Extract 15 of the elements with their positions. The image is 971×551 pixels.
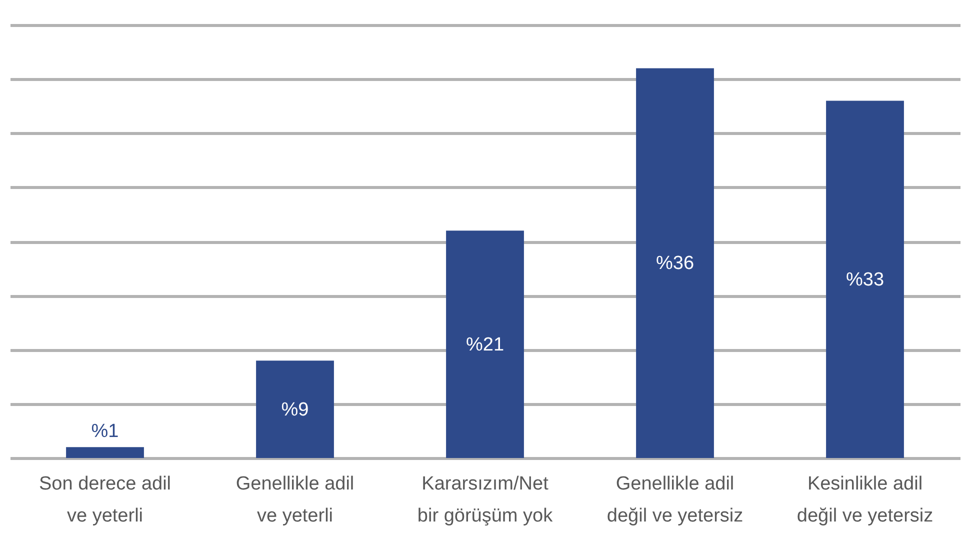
data-label: %21 (466, 334, 504, 356)
x-tick-label: Kararsızım/Net bir görüşüm yok (417, 474, 554, 526)
data-label: %33 (846, 269, 884, 290)
bar (256, 360, 334, 458)
x-tick-label: Genellikle adil ve yeterli (236, 474, 354, 526)
x-tick-label: Genellikle adil değil ve yetersiz (606, 474, 744, 526)
data-label: %9 (281, 399, 309, 420)
bar (636, 68, 714, 458)
x-tick-label: Son derece adil ve yeterli (38, 474, 172, 526)
bar (66, 447, 144, 458)
bar (826, 100, 904, 458)
data-label: %36 (656, 253, 694, 274)
data-label: %1 (91, 421, 119, 442)
x-tick-label: Kesinlikle adil değil ve yetersiz (796, 474, 934, 526)
bar (446, 230, 524, 458)
